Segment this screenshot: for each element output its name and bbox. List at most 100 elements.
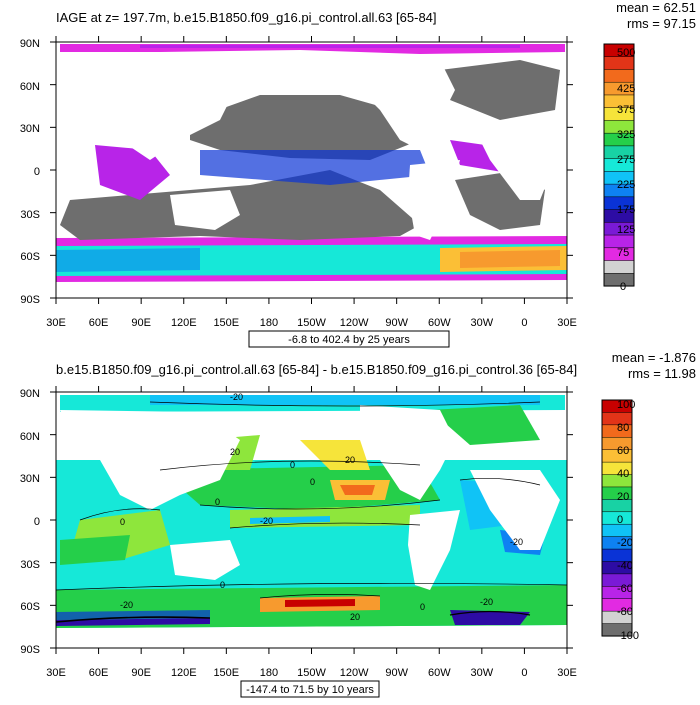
lat-label-60s: 60S [20, 601, 40, 613]
colorbar-label: 425 [617, 83, 635, 95]
contour-line [459, 478, 541, 486]
panel-2-range-box [240, 680, 380, 698]
colorbar-label: 375 [617, 104, 635, 116]
lon-label: 30E [46, 667, 66, 679]
lon-label: 120E [171, 667, 197, 679]
panel-2-indian-ocean-west [60, 535, 130, 565]
lon-label: 120W [340, 667, 369, 679]
panel-2-south-america [408, 510, 460, 590]
contour-label: 0 [120, 517, 125, 527]
colorbar-swatch [601, 523, 633, 538]
lon-label: 90E [131, 317, 151, 329]
lat-label-90s: 90S [20, 294, 40, 306]
colorbar-frame [603, 43, 635, 287]
panel-2-eurasia [60, 410, 240, 510]
contour-label: 0 [420, 602, 425, 612]
colorbar-label: 75 [617, 247, 629, 259]
panel-2-north-america [360, 405, 455, 500]
panel-1-africa [470, 120, 560, 200]
panel-1-indian-sector [56, 248, 200, 272]
panel-1-arctic-core [140, 45, 520, 48]
lon-label: 30E [557, 317, 577, 329]
colorbar-label: 80 [617, 422, 629, 434]
colorbar-swatch [603, 69, 635, 83]
panel-2-mean: mean = -1.876 [612, 350, 696, 365]
lon-label: 180 [260, 317, 278, 329]
colorbar-label: 225 [617, 179, 635, 191]
contour-line [159, 460, 421, 471]
lat-label-eq: 0 [34, 516, 40, 528]
contour-line [79, 508, 161, 521]
colorbar-label: 325 [617, 129, 635, 141]
panel-2-north-pacific-hotspot [300, 440, 370, 470]
contour-label: 20 [230, 447, 240, 457]
lon-label: 60W [428, 667, 451, 679]
panel-2-colorbar-labels: 100 80 60 40 20 0 -20 -40 -60 -80 -100 [617, 399, 639, 642]
panel-1-south-america [408, 160, 460, 240]
contour-label: -20 [120, 600, 133, 610]
panel-2-antarctic-coast-deep [56, 618, 210, 626]
contour-line [149, 401, 541, 407]
colorbar-label: 0 [617, 514, 623, 526]
panel-1-equatorial-band [200, 150, 430, 185]
colorbar-label: 20 [617, 491, 629, 503]
panel-2-equatorial-negative [250, 516, 330, 524]
lat-label-60s: 60S [20, 251, 40, 263]
colorbar-label: -40 [617, 560, 633, 572]
colorbar-label: -20 [617, 537, 633, 549]
lon-label: 150E [213, 317, 239, 329]
lon-label: 180 [260, 667, 278, 679]
contour-line [56, 616, 211, 623]
panel-1-southern-ocean-hot [460, 250, 560, 268]
contour-line [449, 610, 531, 616]
lat-label-60n: 60N [20, 81, 40, 93]
panel-2-rms: rms = 11.98 [628, 366, 696, 381]
panel-1-north-america [360, 55, 455, 150]
panel-2-east-pacific-core [340, 485, 375, 495]
panel-2-australia [170, 540, 240, 580]
lon-label: 150W [297, 317, 326, 329]
colorbar-label: 0 [620, 281, 626, 293]
lat-label-30n: 30N [20, 123, 40, 135]
lon-label: 150W [297, 667, 326, 679]
panel-1-colorbar [603, 43, 635, 287]
panel-1-range-box [248, 330, 450, 348]
lon-label: 150E [213, 667, 239, 679]
lon-label: 60W [428, 317, 451, 329]
lon-label: 90W [385, 317, 408, 329]
contour-label: -20 [260, 516, 273, 526]
panel-1-australia [170, 190, 240, 230]
lon-label: 30E [46, 317, 66, 329]
colorbar-label: 275 [617, 154, 635, 166]
panel-2-title: b.e15.B1850.f09_g16.pi_control.all.63 [6… [56, 362, 577, 377]
colorbar-label: 500 [617, 47, 635, 59]
colorbar-label: -80 [617, 606, 633, 618]
contour-label: 0 [310, 477, 315, 487]
colorbar-swatch [603, 273, 635, 287]
lon-label: 30E [557, 667, 577, 679]
contour-label: 20 [345, 455, 355, 465]
contour-label: -20 [510, 537, 523, 547]
panel-2-antarctica [56, 632, 567, 648]
lat-label-60n: 60N [20, 431, 40, 443]
lon-label: 0 [521, 667, 527, 679]
panel-2-range-caption: -147.4 to 71.5 by 10 years [246, 684, 374, 696]
panel-2-lat-labels: 90N 60N 30N 0 30S 60S 90S [20, 388, 40, 656]
panel-1-eurasia [60, 55, 240, 160]
lat-label-90n: 90N [20, 38, 40, 50]
lat-label-eq: 0 [34, 166, 40, 178]
panel-2-axis-ticks [50, 386, 573, 654]
panel-1-title: IAGE at z= 197.7m, b.e15.B1850.f09_g16.p… [56, 10, 437, 25]
colorbar-label: -60 [617, 583, 633, 595]
panel-1-lon-labels: 30E 60E 90E 120E 150E 180 150W 120W 90W … [46, 317, 577, 329]
contour-line [56, 582, 567, 591]
lon-label: 120W [340, 317, 369, 329]
colorbar-label: 60 [617, 445, 629, 457]
panel-2-colorbar [601, 399, 633, 637]
panel-1-rms: rms = 97.15 [627, 16, 696, 31]
panel-1-southern-gyre [60, 170, 420, 240]
contour-line [199, 499, 441, 510]
lon-label: 30W [470, 667, 493, 679]
